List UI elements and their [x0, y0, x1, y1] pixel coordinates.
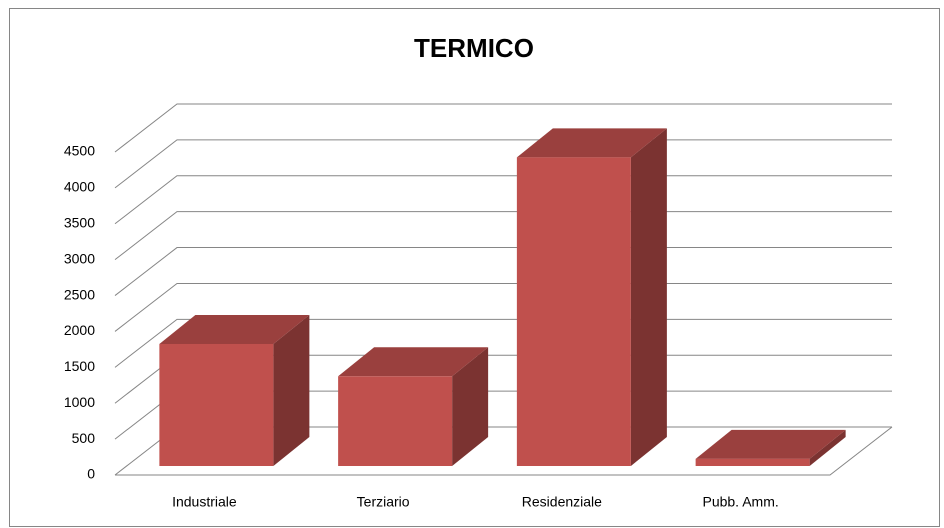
- bar-top: [516, 128, 667, 158]
- x-tick-label: Residenziale: [522, 494, 602, 510]
- y-tick-label: 500: [72, 430, 96, 446]
- floor-edge: [115, 426, 893, 476]
- x-tick-label: Industriale: [172, 494, 237, 510]
- y-tick-label: 1000: [64, 394, 95, 410]
- bar-side: [630, 128, 667, 466]
- bar: [695, 458, 810, 466]
- bar: [159, 343, 274, 466]
- y-tick-label: 0: [87, 466, 95, 482]
- x-tick-label: Terziario: [357, 494, 410, 510]
- y-tick-label: 3000: [64, 250, 95, 266]
- y-tick-label: 1500: [64, 358, 95, 374]
- y-tick-label: 4500: [64, 143, 95, 159]
- x-tick-label: Pubb. Amm.: [702, 494, 778, 510]
- y-tick-label: 2500: [64, 286, 95, 302]
- bar-top: [338, 347, 489, 377]
- bar-side: [809, 429, 846, 466]
- chart-title: TERMICO: [414, 33, 534, 63]
- y-tick-label: 3500: [64, 214, 95, 230]
- grid-line: [114, 103, 892, 153]
- bar-side: [273, 314, 310, 466]
- bar-side: [452, 347, 489, 466]
- bar: [516, 157, 631, 466]
- y-tick-label: 4000: [64, 179, 95, 195]
- bar-top: [695, 429, 846, 459]
- bar-top: [159, 314, 310, 344]
- y-tick-label: 2000: [64, 322, 95, 338]
- bar: [338, 376, 453, 466]
